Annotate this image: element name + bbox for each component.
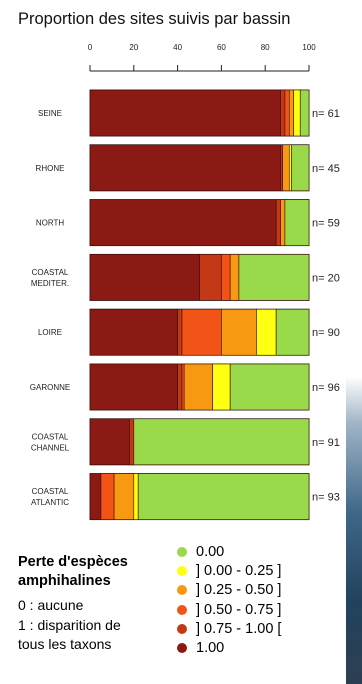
bar-segment — [183, 363, 213, 411]
legend-label: 1.00 — [196, 640, 225, 657]
bar-segment — [221, 254, 231, 301]
sample-size-label: n= 96 — [312, 382, 340, 394]
category-label: SEINE — [38, 109, 62, 118]
bar-segment — [280, 144, 284, 192]
bar-segment — [293, 89, 301, 137]
legend-item: ] 0.50 - 0.75 ] — [172, 600, 281, 619]
legend-swatch — [177, 623, 187, 634]
bar-segment — [238, 254, 310, 301]
bar-segment — [199, 254, 222, 301]
sample-size-label: n= 91 — [312, 437, 340, 449]
x-tick-label: 60 — [217, 43, 226, 52]
legend-note-line: 1 : disparition de — [18, 616, 121, 633]
bar-segment — [181, 308, 222, 356]
bar-segment — [212, 363, 231, 411]
sample-size-label: n= 20 — [312, 272, 340, 284]
bar-segment — [291, 144, 310, 192]
bar-segment — [89, 89, 281, 137]
bar-segment — [275, 308, 310, 356]
bar-segment — [288, 89, 294, 137]
category-label: LOIRE — [38, 328, 62, 337]
category-label: COASTAL CHANNEL — [31, 432, 70, 452]
background-photo-edge — [346, 0, 362, 684]
x-tick-label: 100 — [302, 43, 316, 52]
bar-segment — [89, 473, 102, 520]
bar-segment — [280, 199, 286, 246]
bar-segment — [89, 254, 200, 301]
legend-label: ] 0.25 - 0.50 ] — [196, 582, 282, 599]
legend-swatch — [177, 565, 187, 576]
bar-segment — [288, 144, 292, 192]
bar-segment — [221, 308, 257, 356]
bar-segment — [181, 363, 185, 411]
bar-segment — [280, 89, 286, 137]
sample-size-label: n= 61 — [312, 108, 340, 120]
legend: 0.00 ] 0.00 - 0.25 ] ] 0.25 - 0.50 ] ] 0.50… — [172, 542, 281, 658]
legend-item: 0.00 — [172, 542, 281, 561]
bar-segment — [275, 199, 281, 246]
bar-chart: 0 20 40 60 80 100 SEINE n= 61 RHONE n= 45 NORTH n= … — [30, 43, 340, 521]
x-tick-label: 20 — [129, 43, 138, 52]
bar-segment — [229, 254, 240, 301]
category-label: COASTAL MEDITER. — [31, 268, 69, 288]
bar-segment — [89, 363, 178, 411]
sample-size-label: n= 59 — [312, 218, 340, 230]
category-label: RHONE — [36, 164, 65, 173]
legend-note-line: 0 : aucune — [18, 597, 84, 613]
bar-segment — [100, 473, 115, 520]
bar-segment — [284, 199, 310, 246]
sample-size-label: n= 45 — [312, 163, 340, 175]
bar-segment — [89, 199, 277, 246]
legend-title: Perte d'espèces amphihalines — [18, 554, 128, 589]
bar-segment — [256, 308, 277, 356]
chart-title: Proportion des sites suivis par bassin — [18, 10, 291, 28]
x-tick-label: 40 — [173, 43, 182, 52]
bar-segment — [89, 418, 130, 466]
legend-swatch — [177, 643, 187, 654]
legend-label: ] 0.50 - 0.75 ] — [196, 601, 282, 618]
bar-segment — [129, 418, 135, 466]
bar-segment — [284, 89, 290, 137]
legend-label: ] 0.75 - 1.00 [ — [196, 620, 282, 637]
legend-label: 0.00 — [196, 543, 225, 560]
bar-segment — [89, 308, 178, 356]
bar-segment — [177, 363, 183, 411]
bar-segment — [133, 473, 139, 520]
sample-size-label: n= 93 — [312, 492, 340, 504]
legend-swatch — [177, 585, 187, 596]
sample-size-label: n= 90 — [312, 327, 340, 339]
legend-item: ] 0.00 - 0.25 ] — [172, 561, 281, 580]
legend-item: 1.00 — [172, 638, 281, 657]
legend-note: 0 : aucune 1 : disparition de tous les t… — [18, 596, 121, 655]
bar-segment — [133, 418, 310, 466]
x-tick-label: 0 — [88, 43, 93, 52]
bar-segment — [113, 473, 135, 520]
legend-label: ] 0.00 - 0.25 ] — [196, 562, 282, 579]
x-tick-label: 80 — [261, 43, 270, 52]
legend-swatch — [177, 604, 187, 615]
category-label: COASTAL ATLANTIC — [31, 487, 69, 507]
bar-segment — [229, 363, 310, 411]
category-label: GARONNE — [30, 383, 70, 392]
legend-swatch — [177, 546, 187, 557]
legend-item: ] 0.25 - 0.50 ] — [172, 581, 281, 600]
bar-segment — [299, 89, 310, 137]
category-label: NORTH — [36, 219, 65, 228]
bar-segment — [177, 308, 183, 356]
bar-segment — [282, 144, 290, 192]
legend-note-line: tous les taxons — [18, 636, 112, 652]
bar-segment — [89, 144, 281, 192]
chart-panel: Proportion des sites suivis par bassin 0… — [18, 10, 340, 658]
bar-segment — [137, 473, 310, 520]
legend-item: ] 0.75 - 1.00 [ — [172, 619, 281, 638]
